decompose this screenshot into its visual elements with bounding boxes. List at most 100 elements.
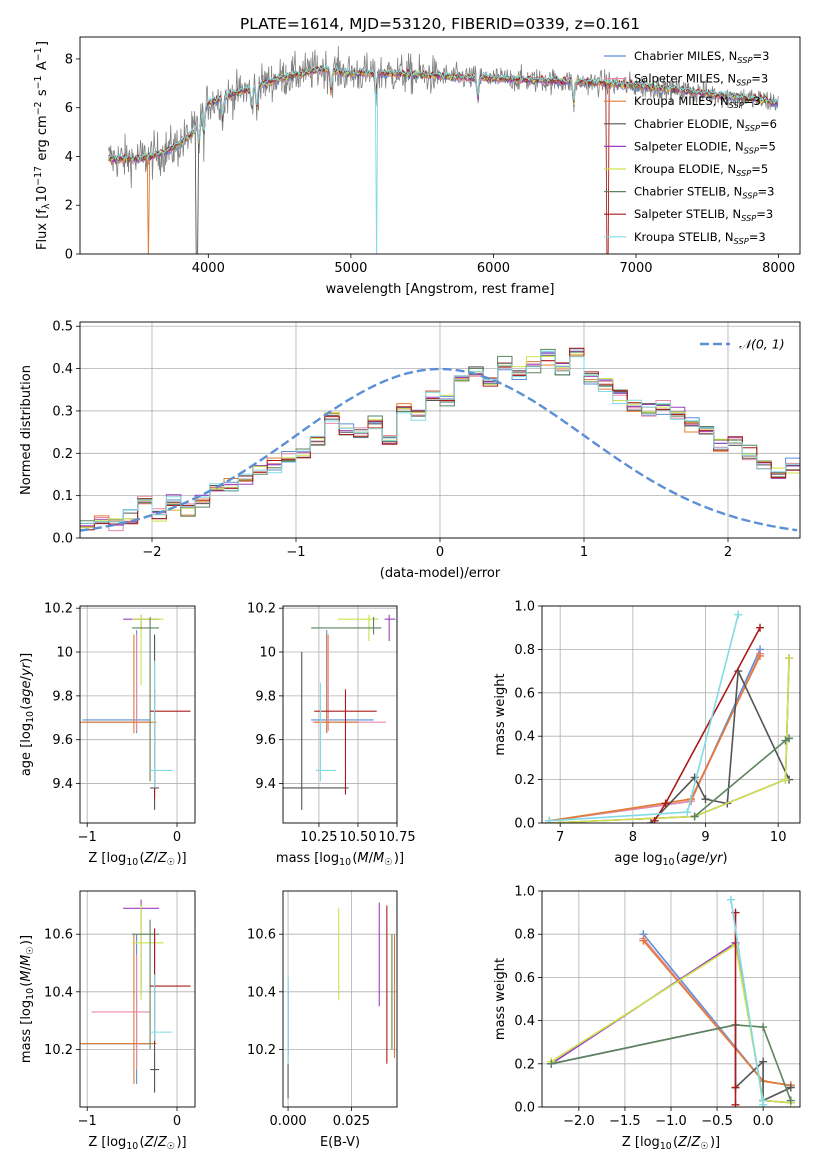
weight-line xyxy=(653,627,761,822)
errorbar-salpeter-miles xyxy=(82,634,151,731)
x-axis-label: Z [log10 (Z/Z☉ )] xyxy=(88,851,186,868)
weight-series-salpeter-miles xyxy=(545,649,765,823)
errorbar-salpeter-stelib xyxy=(150,689,191,799)
errorbar-salpeter-elodie xyxy=(384,614,396,642)
weight-marker xyxy=(661,799,670,808)
y-tick-label: 10.2 xyxy=(247,602,276,617)
weight-marker xyxy=(786,1096,795,1105)
y-tick-label: 0.5 xyxy=(52,320,73,335)
x-axis-label: wavelength [Angstrom, rest frame] xyxy=(326,282,555,297)
y-tick-label: 0.0 xyxy=(514,1101,535,1116)
weight-series-kroupa-stelib xyxy=(545,610,743,823)
weight-series-salpeter-stelib xyxy=(650,623,765,823)
errorbar-plot-area xyxy=(80,899,191,1093)
legend-label: Salpeter STELIB, NSSP=3 xyxy=(634,207,773,223)
y-axis-label: Normed distribution xyxy=(19,365,34,495)
x-tick-label: −1.5 xyxy=(609,1114,641,1129)
y-tick-label: 0 xyxy=(65,248,73,263)
legend-label: Kroupa STELIB, NSSP=3 xyxy=(634,230,766,246)
x-tick-label: −2.0 xyxy=(563,1114,595,1129)
x-tick-label: −2 xyxy=(142,545,161,560)
weight-plot-area xyxy=(547,895,795,1107)
panel-age-vs-mass: 10.25 10.50 10.75 9.4 9.6 9.8 10 10.2 mass [log1… xyxy=(247,602,416,868)
errorbar-kroupa-miles xyxy=(80,934,157,1084)
axes-frame xyxy=(541,605,801,824)
errorbar-chabrier-stelib xyxy=(132,616,160,782)
y-tick-label: 10 xyxy=(56,646,73,661)
residual-histogram-kroupa-stelib xyxy=(80,350,800,524)
residual-histogram-chabrier-stelib xyxy=(80,348,800,524)
panel-mass-weight-vs-age: 7 8 9 10 0.0 0.2 0.4 0.6 0.8 1.0 age log10 (age/yr… xyxy=(493,600,801,868)
panel-mass-vs-Z: −1 0 10.2 10.4 10.6 Z [log10 (Z/Z☉ )] mass [lo… xyxy=(19,890,196,1152)
y-tick-label: 10.2 xyxy=(247,1043,276,1058)
x-tick-label: 0 xyxy=(436,545,444,560)
y-tick-label: 0.1 xyxy=(52,489,73,504)
y-tick-label: 2 xyxy=(65,199,73,214)
axes-frame xyxy=(282,890,398,1108)
y-tick-label: 8 xyxy=(65,52,73,67)
weight-marker xyxy=(731,1100,740,1107)
weight-marker xyxy=(759,1057,768,1066)
x-tick-label: 0 xyxy=(173,1114,181,1129)
y-axis-label: mass weight xyxy=(493,673,508,755)
y-tick-label: 9.4 xyxy=(52,777,73,792)
weight-marker xyxy=(650,816,659,823)
y-tick-label: 10.4 xyxy=(44,985,73,1000)
weight-series-chabrier-miles xyxy=(545,645,765,823)
y-tick-label: 10.4 xyxy=(247,985,276,1000)
weight-series-chabrier-stelib xyxy=(690,734,794,821)
y-tick-label: 0.6 xyxy=(514,686,535,701)
x-tick-label: −0.5 xyxy=(701,1114,733,1129)
y-tick-label: 0.4 xyxy=(52,362,73,377)
y-tick-label: 0.0 xyxy=(52,532,73,547)
y-tick-label: 10.6 xyxy=(247,928,276,943)
y-tick-label: 4 xyxy=(65,150,73,165)
weight-marker xyxy=(701,795,710,804)
y-tick-label: 0.0 xyxy=(514,817,535,832)
legend-label: Chabrier ELODIE, NSSP=6 xyxy=(634,117,777,133)
weight-marker xyxy=(759,1096,768,1105)
panel-age-vs-Z: −1 0 9.4 9.6 9.8 10 10.2 Z [log10 (Z/Z☉ )] age [… xyxy=(19,602,196,868)
errorbar-plot-area xyxy=(80,614,191,810)
figure-title: PLATE=1614, MJD=53120, FIBERID=0339, z=0… xyxy=(240,15,640,33)
x-tick-label: 4000 xyxy=(192,261,225,276)
y-tick-label: 0.8 xyxy=(514,643,535,658)
x-tick-label: 10.75 xyxy=(378,830,415,845)
y-tick-label: 9.6 xyxy=(52,733,73,748)
errorbar-salpeter-miles xyxy=(91,954,151,1070)
y-tick-label: 0.2 xyxy=(514,773,535,788)
y-tick-label: 10.2 xyxy=(44,602,73,617)
y-tick-label: 10 xyxy=(259,646,276,661)
errorbar-salpeter-stelib xyxy=(150,928,191,1044)
weight-line xyxy=(694,737,790,818)
x-tick-label: −1.0 xyxy=(655,1114,687,1129)
legend-label: 𝒩(0, 1) xyxy=(739,337,785,352)
y-tick-label: 9.4 xyxy=(255,777,276,792)
normal-curve xyxy=(80,367,798,532)
y-tick-label: 0.6 xyxy=(514,971,535,986)
legend-label: Kroupa MILES, NSSP=3 xyxy=(634,94,761,110)
y-tick-label: 0.8 xyxy=(514,928,535,943)
weight-marker xyxy=(759,1023,768,1032)
panel-residuals: −2 −1 0 1 2 0.0 0.1 0.2 0.3 0.4 0.5 (data-model)/er… xyxy=(19,320,801,581)
weight-series-kroupa-stelib xyxy=(726,895,768,1107)
x-tick-label: 0.025 xyxy=(333,1114,370,1129)
weight-series-kroupa-miles xyxy=(545,651,765,823)
weight-marker xyxy=(683,808,692,817)
errorbar-kroupa-elodie xyxy=(132,614,164,685)
y-tick-label: 9.8 xyxy=(52,689,73,704)
legend-label: Chabrier MILES, NSSP=3 xyxy=(634,49,769,65)
x-tick-label: 1 xyxy=(580,545,588,560)
x-tick-label: 8 xyxy=(629,830,637,845)
y-tick-label: 10.2 xyxy=(44,1043,73,1058)
weight-marker xyxy=(756,623,765,632)
x-tick-label: 0.0 xyxy=(753,1114,774,1129)
errorbar-salpeter-miles xyxy=(312,634,387,731)
x-axis-label: (data-model)/error xyxy=(380,566,501,581)
errorbar-kroupa-miles xyxy=(314,634,358,734)
x-tick-label: 6000 xyxy=(477,261,510,276)
x-tick-label: 7000 xyxy=(619,261,652,276)
x-axis-label: Z [log10 (Z/Z☉ )] xyxy=(622,1135,720,1152)
weight-marker xyxy=(785,654,794,663)
